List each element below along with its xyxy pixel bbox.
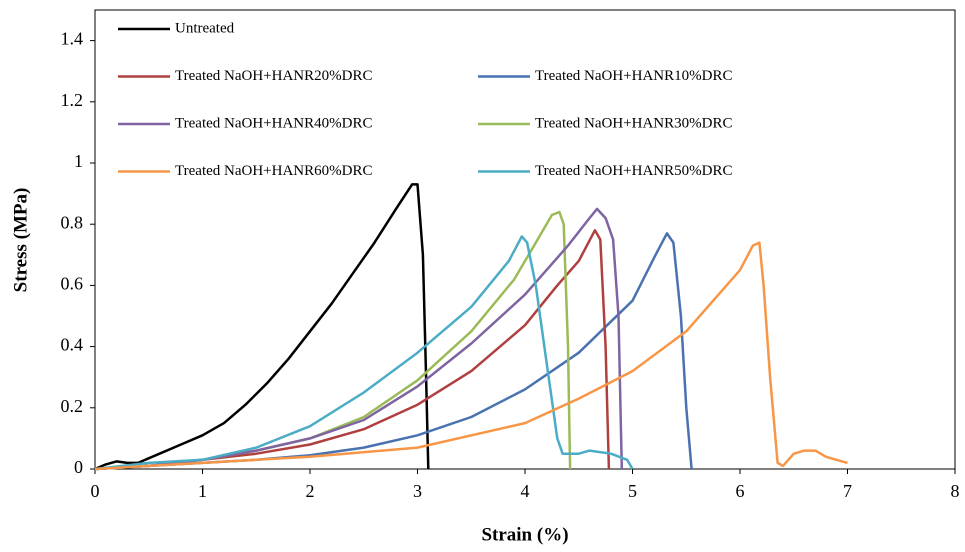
x-tick-label: 4 [521, 481, 530, 501]
x-tick-label: 2 [306, 481, 315, 501]
series-line [94, 207, 624, 471]
legend-label: Untreated [175, 20, 235, 36]
y-tick-label: 0.6 [61, 274, 84, 294]
y-tick-label: 0.2 [61, 396, 84, 416]
x-tick-label: 5 [628, 481, 637, 501]
legend-label: Treated NaOH+HANR10%DRC [535, 68, 732, 84]
legend-label: Treated NaOH+HANR40%DRC [175, 115, 372, 131]
y-tick-label: 0.4 [61, 335, 84, 355]
y-tick-label: 1.4 [61, 29, 84, 49]
x-tick-label: 8 [951, 481, 960, 501]
x-axis-label: Strain (%) [481, 524, 568, 545]
legend-label: Treated NaOH+HANR60%DRC [175, 163, 372, 179]
series-line [94, 241, 848, 471]
y-tick-label: 1 [74, 151, 83, 171]
legend-label: Treated NaOH+HANR30%DRC [535, 115, 732, 131]
y-tick-label: 0.8 [61, 212, 84, 232]
x-tick-label: 6 [736, 481, 745, 501]
legend-label: Treated NaOH+HANR50%DRC [535, 163, 732, 179]
x-tick-label: 3 [413, 481, 422, 501]
y-tick-label: 0 [74, 457, 83, 477]
x-tick-label: 7 [843, 481, 852, 501]
y-tick-label: 1.2 [61, 90, 84, 110]
x-tick-label: 1 [198, 481, 207, 501]
legend-label: Treated NaOH+HANR20%DRC [175, 68, 372, 84]
y-axis-label: Stress (MPa) [10, 188, 31, 293]
series-line [94, 235, 634, 471]
series-line [94, 183, 430, 471]
x-tick-label: 0 [91, 481, 100, 501]
